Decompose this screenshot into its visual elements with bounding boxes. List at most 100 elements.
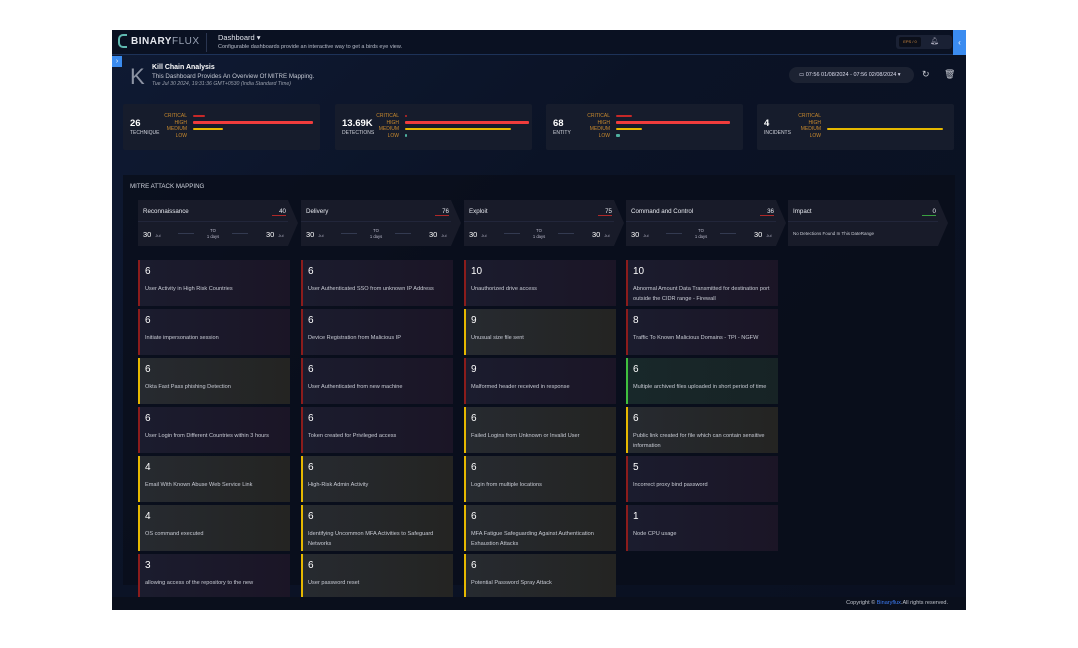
delete-icon[interactable]: 🗑︎ <box>944 69 956 79</box>
severity-bar-critical <box>193 114 205 117</box>
severity-bar-medium <box>616 127 642 130</box>
technique-card[interactable]: 10 Unauthorized drive access <box>464 260 616 306</box>
technique-card[interactable]: 6 Okta Fast Pass phishing Detection <box>138 358 290 404</box>
footer-brand-link[interactable]: Binaryflux <box>876 600 901 606</box>
technique-card[interactable]: 6 User Authenticated from new machine <box>301 358 453 404</box>
technique-card[interactable]: 6 Failed Logins from Unknown or Invalid U… <box>464 407 616 453</box>
technique-card[interactable]: 6 MFA Fatigue Safeguarding Against Authen… <box>464 505 616 551</box>
technique-card[interactable]: 3 allowing access of the repository to th… <box>138 554 290 600</box>
technique-card[interactable]: 4 Email With Known Abuse Web Service Link <box>138 456 290 502</box>
technique-count: 6 <box>145 364 151 375</box>
technique-card[interactable]: 6 Multiple archived files uploaded in sho… <box>626 358 778 404</box>
technique-card[interactable]: 6 User password reset <box>301 554 453 600</box>
technique-card[interactable]: 9 Malformed header received in response <box>464 358 616 404</box>
kill-chain-stage[interactable]: Delivery 76 30 Jul 30 Jul TO 1 days <box>301 200 461 246</box>
severity-bar-high <box>616 121 730 124</box>
technique-card[interactable]: 9 Unusual size file sent <box>464 309 616 355</box>
stage-name: Exploit <box>469 208 488 215</box>
logo-icon <box>118 34 127 48</box>
stat-value: 13.69K <box>342 118 373 129</box>
stat-value: 26 <box>130 118 141 129</box>
refresh-icon[interactable]: ↻ <box>922 69 930 79</box>
stat-label: TECHNIQUE <box>130 130 160 136</box>
technique-name: User Activity in High Risk Countries <box>145 286 233 292</box>
divider <box>464 221 614 222</box>
technique-count: 9 <box>471 315 477 326</box>
technique-card[interactable]: 6 User Activity in High Risk Countries <box>138 260 290 306</box>
technique-card[interactable]: 8 Traffic To Known Malicious Domains - TP… <box>626 309 778 355</box>
technique-name: Traffic To Known Malicious Domains - TPI… <box>633 335 759 341</box>
technique-card[interactable]: 10 Abnormal Amount Data Transmitted for d… <box>626 260 778 306</box>
technique-card[interactable]: 6 Device Registration from Malicious IP <box>301 309 453 355</box>
stat-label: DETECTIONS <box>342 130 375 136</box>
stage-duration: TO 1 days <box>694 228 708 239</box>
technique-card[interactable]: 6 Potential Password Spray Attack <box>464 554 616 600</box>
severity-label: HIGH <box>597 119 611 126</box>
divider <box>301 221 451 222</box>
technique-name: Unusual size file sent <box>471 335 524 341</box>
divider <box>232 233 248 234</box>
technique-count: 6 <box>471 413 477 424</box>
page-title: Kill Chain Analysis <box>152 64 215 71</box>
divider <box>558 233 574 234</box>
severity-label: MEDIUM <box>378 126 399 132</box>
technique-card[interactable]: 6 Identifying Uncommon MFA Activities to … <box>301 505 453 551</box>
technique-count: 6 <box>145 315 151 326</box>
kill-chain-stage[interactable]: Impact 0 No Detections Found In This DateR… <box>788 200 948 246</box>
technique-card[interactable]: 1 Node CPU usage <box>626 505 778 551</box>
stage-count: 75 <box>598 208 612 216</box>
notification-icon[interactable]: 🔔︎ <box>930 38 939 45</box>
collapse-right-panel-button[interactable]: ‹ <box>953 30 966 55</box>
kill-chain-stage[interactable]: Exploit 75 30 Jul 30 Jul TO 1 days <box>464 200 624 246</box>
technique-name: High-Risk Admin Activity <box>308 482 369 488</box>
severity-bar-high <box>193 121 313 124</box>
dashboard-menu[interactable]: Dashboard ▾ <box>218 33 261 42</box>
technique-name: User password reset <box>308 580 360 586</box>
kill-chain-stage[interactable]: Reconnaissance 40 30 Jul 30 Jul TO 1 days <box>138 200 298 246</box>
technique-count: 6 <box>471 462 477 473</box>
stage-from-date: 30 Jul <box>631 230 649 239</box>
stage-count: 76 <box>435 208 449 216</box>
technique-count: 6 <box>145 266 151 277</box>
technique-card[interactable]: 6 High-Risk Admin Activity <box>301 456 453 502</box>
kill-chain-stage[interactable]: Command and Control 36 30 Jul 30 Jul TO 1 days <box>626 200 786 246</box>
technique-card[interactable]: 6 Login from multiple locations <box>464 456 616 502</box>
technique-count: 1 <box>633 511 639 522</box>
technique-name: Login from multiple locations <box>471 482 542 488</box>
technique-name: OS command executed <box>145 531 204 537</box>
severity-label: HIGH <box>386 119 400 126</box>
technique-name: Incorrect proxy bind password <box>633 482 708 488</box>
technique-card[interactable]: 6 Token created for Privileged access <box>301 407 453 453</box>
divider <box>504 233 520 234</box>
stat-card-detections[interactable]: 13.69K DETECTIONS CRITICAL HIGH MEDIUM LOW <box>335 104 532 150</box>
stat-card-technique[interactable]: 26 TECHNIQUE CRITICAL HIGH MEDIUM LOW <box>123 104 320 150</box>
technique-name: Token created for Privileged access <box>308 433 397 439</box>
technique-card[interactable]: 5 Incorrect proxy bind password <box>626 456 778 502</box>
logo[interactable]: BINARYFLUX <box>118 34 200 48</box>
severity-label: CRITICAL <box>798 113 821 119</box>
technique-card[interactable]: 6 User Authenticated SSO from unknown IP … <box>301 260 453 306</box>
severity-label: CRITICAL <box>164 113 187 119</box>
technique-card[interactable]: 6 User Login from Different Countries wit… <box>138 407 290 453</box>
stat-card-entity[interactable]: 68 ENTITY CRITICAL HIGH MEDIUM LOW <box>546 104 743 150</box>
severity-bar-low <box>616 134 620 137</box>
technique-count: 6 <box>471 511 477 522</box>
technique-count: 9 <box>471 364 477 375</box>
date-range-picker[interactable]: ▭ 07:56 01/08/2024 - 07:56 02/08/2024 ▾ <box>789 67 914 83</box>
technique-card[interactable]: 4 OS command executed <box>138 505 290 551</box>
technique-name: Failed Logins from Unknown or Invalid Us… <box>471 433 580 439</box>
technique-name: Node CPU usage <box>633 531 677 537</box>
stage-to-date: 30 Jul <box>429 230 447 239</box>
technique-card[interactable]: 6 Initiate impersonation session <box>138 309 290 355</box>
technique-count: 6 <box>308 560 314 571</box>
technique-name: User Authenticated SSO from unknown IP A… <box>308 286 434 292</box>
technique-card[interactable]: 6 Public link created for file which can … <box>626 407 778 453</box>
top-header: BINARYFLUX Dashboard ▾ Configurable dash… <box>112 30 966 55</box>
technique-count: 4 <box>145 462 151 473</box>
stat-card-incidents[interactable]: 4 INCIDENTS CRITICAL HIGH MEDIUM LOW <box>757 104 954 150</box>
technique-name: User Authenticated from new machine <box>308 384 403 390</box>
expand-sidebar-button[interactable]: › <box>112 56 122 67</box>
stage-duration: TO 1 days <box>532 228 546 239</box>
stage-name: Reconnaissance <box>143 208 189 215</box>
stat-label: INCIDENTS <box>764 130 791 136</box>
